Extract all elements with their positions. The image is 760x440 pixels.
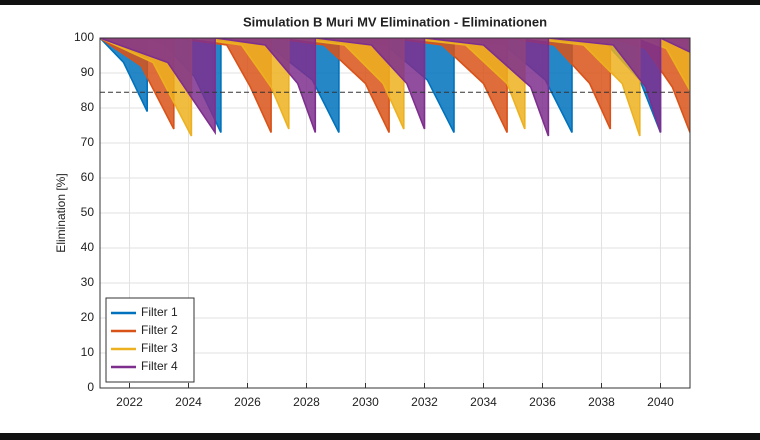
y-tick-label: 50 (81, 205, 95, 219)
x-tick-label: 2026 (234, 395, 261, 409)
plot (100, 38, 690, 137)
y-tick-label: 80 (81, 100, 95, 114)
legend-label: Filter 2 (141, 323, 178, 337)
legend-label: Filter 3 (141, 341, 178, 355)
series-area (100, 38, 690, 136)
y-tick-label: 70 (81, 135, 95, 149)
y-axis-label: Elimination [%] (54, 173, 68, 252)
y-tick-label: 100 (74, 30, 94, 44)
series-line (100, 38, 690, 137)
y-tick-label: 10 (81, 345, 95, 359)
y-tick-label: 90 (81, 65, 95, 79)
x-tick-label: 2036 (529, 395, 556, 409)
legend-label: Filter 4 (141, 359, 178, 373)
x-tick-label: 2040 (647, 395, 674, 409)
x-tick-label: 2024 (175, 395, 202, 409)
series-area (100, 38, 690, 133)
x-tick-label: 2022 (116, 395, 143, 409)
series-line (100, 38, 690, 137)
y-tick-label: 60 (81, 170, 95, 184)
y-tick-label: 20 (81, 310, 95, 324)
series-area (100, 38, 690, 136)
x-tick-label: 2034 (470, 395, 497, 409)
top-bar (0, 0, 760, 5)
x-tick-label: 2038 (588, 395, 615, 409)
x-tick-label: 2032 (411, 395, 438, 409)
y-tick-label: 40 (81, 240, 95, 254)
x-tick-label: 2028 (293, 395, 320, 409)
x-tick-label: 2030 (352, 395, 379, 409)
y-tick-label: 0 (87, 380, 94, 394)
legend-label: Filter 1 (141, 305, 178, 319)
plot-frame (99, 37, 691, 389)
y-tick-label: 30 (81, 275, 95, 289)
chart-title: Simulation B Muri MV Elimination - Elimi… (243, 14, 547, 29)
bottom-bar (0, 433, 760, 440)
